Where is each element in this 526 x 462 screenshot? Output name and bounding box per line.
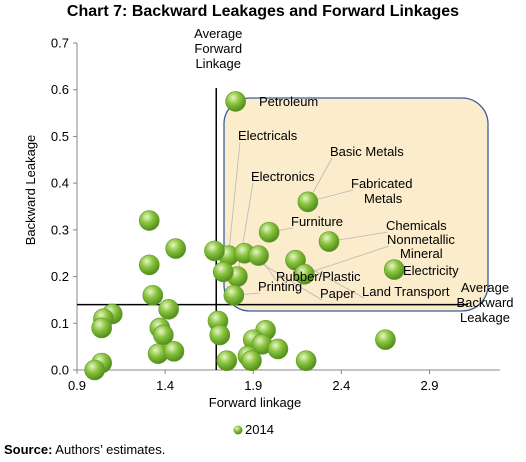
- tick-labels: 0.0 0.1 0.2 0.3 0.4 0.5 0.6 0.7 0.9 1.4 1.9 2.4 2.9: [51, 36, 439, 394]
- y-tick-label: 0.2: [51, 269, 69, 284]
- average-backward-label: Backward: [456, 295, 513, 310]
- point-label: Rubber/Plastic: [276, 269, 361, 284]
- data-point: [295, 350, 317, 371]
- data-point: [241, 350, 262, 371]
- data-point: [165, 238, 186, 259]
- point-label: Electronics: [251, 169, 315, 184]
- data-point: [375, 329, 396, 350]
- point-label: Land Transport: [362, 284, 450, 299]
- x-tick-label: 1.4: [156, 378, 174, 393]
- x-tick-label: 1.9: [244, 378, 262, 393]
- data-point: [294, 263, 315, 285]
- reference-lines: AverageForwardLinkageAverageBackwardLeak…: [77, 26, 514, 370]
- point-label: Petroleum: [259, 94, 318, 109]
- y-tick-label: 0.0: [51, 363, 69, 378]
- point-label: Electricals: [238, 128, 298, 143]
- data-point: [204, 240, 225, 262]
- y-tick-label: 0.7: [51, 36, 69, 51]
- label-leader-line: [304, 245, 390, 275]
- y-tick-label: 0.1: [51, 316, 69, 331]
- y-tick-label: 0.6: [51, 82, 69, 97]
- average-forward-label: Forward: [194, 41, 242, 56]
- average-forward-label: Linkage: [195, 56, 241, 71]
- x-tick-label: 0.9: [68, 378, 86, 393]
- point-label: Fabricated: [351, 176, 412, 191]
- data-point: [223, 284, 245, 306]
- data-point: [267, 338, 289, 360]
- point-label: Mineral: [400, 246, 443, 261]
- scatter-chart: AverageForwardLinkageAverageBackwardLeak…: [23, 26, 514, 437]
- data-points: [84, 91, 405, 381]
- data-point: [142, 284, 164, 306]
- data-point: [225, 91, 246, 112]
- legend-label: 2014: [245, 422, 274, 437]
- data-point: [209, 324, 231, 346]
- label-leader-line: [228, 141, 241, 256]
- data-point: [216, 350, 238, 371]
- data-point: [163, 341, 185, 362]
- axes: [73, 42, 500, 374]
- chart-title: Chart 7: Backward Leakages and Forward L…: [66, 3, 460, 20]
- point-label: Basic Metals: [330, 144, 404, 159]
- source-text: Authors’ estimates.: [52, 442, 166, 457]
- data-point: [84, 359, 105, 381]
- source-label: Source:: [4, 442, 53, 457]
- data-point: [258, 221, 280, 243]
- point-label: Paper: [320, 286, 355, 301]
- data-point: [318, 231, 340, 252]
- point-label: Metals: [364, 191, 403, 206]
- data-point: [158, 298, 179, 320]
- y-tick-label: 0.3: [51, 222, 69, 237]
- y-tick-label: 0.4: [51, 176, 69, 191]
- point-label: Electricity: [403, 263, 459, 278]
- y-tick-label: 0.5: [51, 129, 69, 144]
- data-point: [297, 191, 319, 213]
- x-tick-label: 2.9: [420, 378, 438, 393]
- data-point: [138, 254, 160, 276]
- legend: 2014: [233, 422, 274, 437]
- data-point: [138, 210, 160, 231]
- point-label: Chemicals: [386, 218, 447, 233]
- x-axis-label: Forward linkage: [209, 395, 302, 410]
- y-axis-label: Backward Leakage: [23, 135, 38, 246]
- annotation-labels: Petroleum Electricals Electronics Basic Met…: [238, 94, 459, 301]
- average-forward-label: Average: [194, 26, 242, 41]
- point-label: Printing: [258, 279, 302, 294]
- point-label: Nonmetallic: [387, 232, 455, 247]
- average-backward-label: Leakage: [460, 310, 510, 325]
- data-point: [248, 245, 269, 266]
- data-point: [91, 317, 112, 339]
- data-point: [212, 261, 234, 283]
- legend-marker: [233, 425, 243, 435]
- average-backward-label: Average: [461, 280, 509, 295]
- point-label: Furniture: [291, 214, 343, 229]
- source-note: Source: Authors’ estimates.: [4, 442, 165, 457]
- x-tick-label: 2.4: [332, 378, 350, 393]
- data-point: [383, 259, 405, 280]
